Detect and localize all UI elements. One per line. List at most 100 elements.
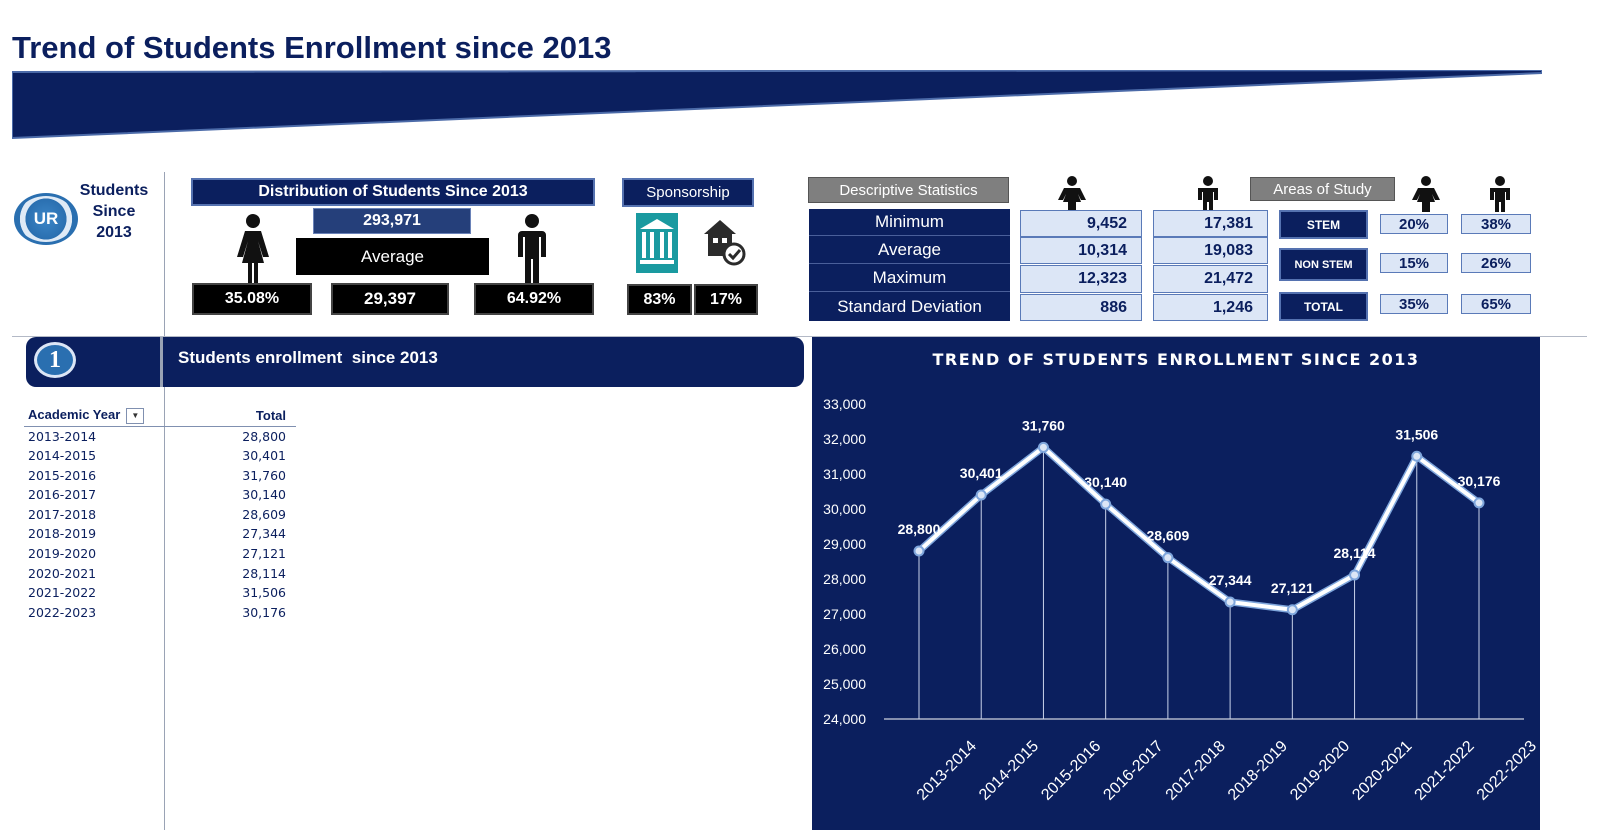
descriptive-statistics-title: Descriptive Statistics [808,177,1009,203]
year-cell: 2022-2023 [28,604,97,620]
table-row: 2014-2015 30,401 [24,446,296,466]
year-cell: 2015-2016 [28,467,97,483]
table-header-row: Academic Year ▼ Total [24,405,296,427]
data-point [1162,552,1174,564]
areas-of-study-title: Areas of Study [1250,177,1395,201]
average-label: Average [296,238,489,275]
female-icon [1412,176,1440,212]
data-label: 30,140 [1084,474,1127,490]
area-female-non-stem: 15% [1380,253,1448,273]
chart-title: TREND OF STUDENTS ENROLLMENT SINCE 2013 [932,350,1419,369]
x-tick-label: 2017-2018 [1163,738,1229,804]
x-tick-label: 2016-2017 [1100,738,1166,804]
table-row: 2020-2021 28,114 [24,563,296,583]
area-male-stem: 38% [1461,214,1531,234]
x-tick-label: 2019-2020 [1287,738,1353,804]
stat-label-standard-deviation: Standard Deviation [837,296,982,316]
data-point [975,489,987,501]
private-sponsorship-percentage: 17% [694,284,758,315]
data-label: 27,121 [1271,580,1314,596]
series-line-shadow [916,443,1482,614]
total-cell: 31,760 [242,467,286,483]
data-point [1100,498,1112,510]
stat-female-maximum: 12,323 [1020,265,1142,293]
year-cell: 2018-2019 [28,526,97,542]
data-point [1286,604,1298,616]
private-house-check-icon [704,220,746,266]
stats-label-column: Minimum Average Maximum Standard Deviati… [809,209,1010,321]
area-female-total: 35% [1380,294,1448,314]
data-label: 28,800 [898,521,941,537]
section-header-divider [160,337,163,387]
stat-male-maximum: 21,472 [1153,265,1268,293]
data-label: 28,114 [1334,545,1376,561]
government-sponsorship-percentage: 83% [627,284,692,315]
male-icon [518,214,546,285]
y-tick-label: 28,000 [823,571,866,587]
y-tick-label: 33,000 [823,396,866,412]
x-tick-label: 2021-2022 [1412,738,1478,804]
y-tick-label: 24,000 [823,711,866,727]
data-label: 28,609 [1146,528,1189,544]
area-female-stem: 20% [1380,214,1448,234]
total-cell: 28,609 [242,506,286,522]
vertical-divider [164,172,165,830]
total-cell: 31,506 [242,585,286,601]
government-building-icon [636,213,678,273]
table-row: 2015-2016 31,760 [24,465,296,485]
students-since-line1: Students [79,182,149,199]
table-row: 2016-2017 30,140 [24,485,296,505]
stat-label-minimum: Minimum [809,209,1010,236]
x-tick-label: 2015-2016 [1038,738,1104,804]
total-header: Total [209,405,296,427]
female-icon [1058,176,1086,212]
male-icon [1198,176,1218,212]
total-cell: 30,140 [242,487,286,503]
data-point [1473,497,1485,509]
total-cell: 28,800 [242,428,286,444]
x-tick-label: 2013-2014 [914,738,980,804]
students-since-label: Students Since 2013 [64,180,164,243]
filter-dropdown-icon[interactable]: ▼ [126,407,145,424]
academic-year-header: Academic Year ▼ [24,405,210,427]
section1-header [26,337,804,387]
x-tick-label: 2020-2021 [1349,738,1415,804]
y-tick-label: 25,000 [823,676,866,692]
year-cell: 2021-2022 [28,585,97,601]
data-point [913,545,925,557]
table-row: 2018-2019 27,344 [24,524,296,544]
section1-title: Students enrollment since 2013 [178,348,438,367]
table-row: 2013-2014 28,800 [24,426,296,446]
total-cell: 28,114 [242,565,286,581]
female-percentage: 35.08% [192,283,312,315]
table-row: 2022-2023 30,176 [24,602,296,622]
y-tick-label: 32,000 [823,431,866,447]
sponsorship-title: Sponsorship [622,178,754,207]
stat-label-maximum: Maximum [809,264,1010,292]
y-tick-label: 31,000 [823,466,866,482]
header-banner [12,70,1542,140]
x-tick-label: 2018-2019 [1225,738,1291,804]
y-tick-label: 26,000 [823,641,866,657]
data-label: 30,401 [960,465,1003,481]
year-cell: 2019-2020 [28,545,97,561]
male-icon [1490,176,1510,212]
area-label-stem: STEM [1279,210,1368,239]
enrollment-trend-chart-panel: TREND OF STUDENTS ENROLLMENT SINCE 2013 … [812,337,1540,830]
year-cell: 2020-2021 [28,565,97,581]
year-cell: 2013-2014 [28,428,97,444]
data-point [1349,569,1361,581]
students-since-line2: Since [92,203,136,220]
data-point [1411,450,1423,462]
distribution-title: Distribution of Students Since 2013 [191,178,595,206]
year-cell: 2017-2018 [28,506,97,522]
stat-male-minimum: 17,381 [1153,210,1268,237]
area-male-non-stem: 26% [1461,253,1531,273]
enrollment-trend-chart: TREND OF STUDENTS ENROLLMENT SINCE 2013 … [823,350,1540,804]
average-value: 29,397 [331,283,449,315]
page-title: Trend of Students Enrollment since 2013 [12,30,612,65]
data-label: 31,760 [1022,417,1065,433]
students-since-line3: 2013 [96,224,132,241]
distribution-total: 293,971 [313,208,471,234]
horizontal-divider [12,336,1587,337]
